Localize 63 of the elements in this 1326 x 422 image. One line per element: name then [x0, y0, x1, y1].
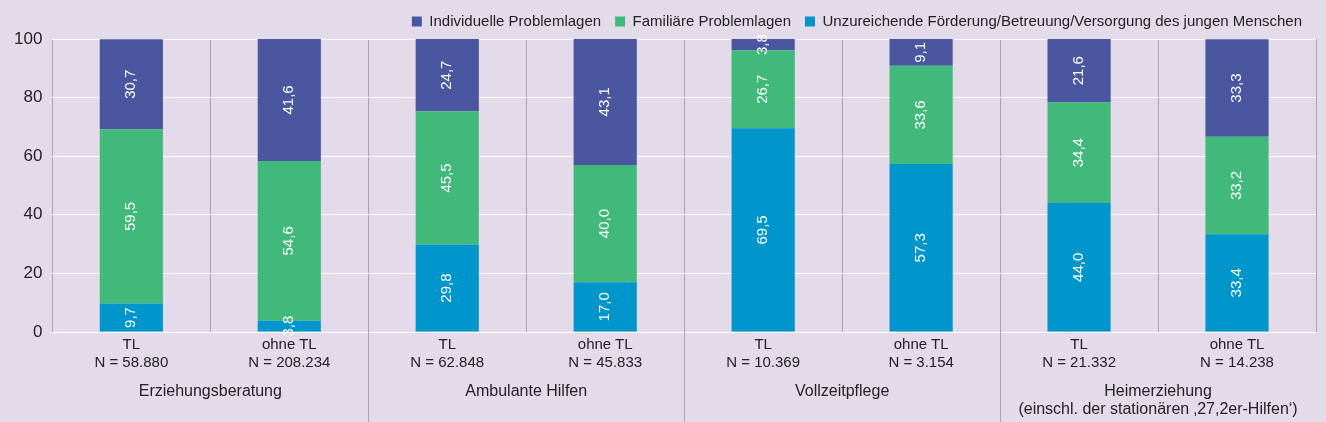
data-label: 43,1: [595, 87, 613, 117]
bar: [1205, 136, 1269, 235]
x-tick-label: TL N = 58.880: [94, 335, 169, 371]
text: Erziehungsberatung: [138, 382, 282, 400]
text: Heimerziehung (einschl. der stationären ‚27,2er-Hilfen‘): [1018, 382, 1298, 418]
data-label: 29,8: [437, 273, 455, 303]
bar: [1047, 203, 1111, 332]
y-tick-label: 40: [23, 204, 43, 224]
data-label: 24,7: [437, 60, 455, 90]
x-tick-label: ohne TL N = 14.238: [1200, 335, 1274, 371]
data-label: 54,6: [279, 226, 297, 256]
data-label: 59,5: [121, 201, 139, 232]
data-label: 17,0: [595, 292, 613, 322]
y-tick-label: 20: [23, 263, 43, 283]
bar: [889, 39, 953, 66]
data-label: 33,2: [1227, 170, 1245, 201]
x-tick-label: ohne TL N = 208.234: [248, 335, 331, 371]
bar: [99, 39, 163, 130]
bar: [889, 164, 953, 332]
bar: [415, 39, 479, 112]
x-tick-label: TL N = 10.369: [726, 335, 801, 371]
bar: [573, 164, 637, 283]
data-label: 21,6: [1069, 56, 1087, 86]
data-label: 33,4: [1227, 268, 1245, 298]
bar: [257, 39, 321, 161]
data-label: 26,7: [753, 74, 771, 104]
bar: [889, 65, 953, 165]
x-tick-label: ohne TL N = 45.833: [568, 335, 643, 371]
bar: [573, 39, 637, 165]
y-tick-label: 80: [23, 87, 43, 107]
legend-label: Individuelle Problemlagen: [429, 11, 602, 29]
bar: [731, 128, 795, 332]
x-tick-label: TL N = 62.848: [410, 335, 485, 371]
legend-label: Unzureichende Förderung/Betreuung/Versorgung des jungen Menschen: [822, 11, 1303, 29]
bar: [573, 282, 637, 332]
data-label: 30,7: [121, 69, 139, 99]
data-label: 41,6: [279, 85, 297, 115]
bar: [415, 111, 479, 245]
text: Ambulante Hilfen: [465, 382, 588, 400]
bar: [1047, 102, 1111, 204]
x-tick-label: TL N = 21.332: [1042, 335, 1116, 371]
data-label: 9,1: [911, 41, 929, 63]
y-tick-label: 100: [13, 28, 43, 48]
data-label: 57,3: [911, 233, 929, 263]
data-label: 33,3: [1227, 73, 1245, 103]
legend-label: Familiäre Problemlagen: [632, 11, 792, 29]
bar: [1047, 39, 1111, 103]
y-tick-label: 0: [32, 321, 43, 341]
data-label: 9,7: [121, 307, 139, 328]
bar: [99, 129, 163, 304]
bar: [415, 244, 479, 332]
bar: [99, 303, 163, 332]
data-label: 34,4: [1069, 138, 1087, 168]
x-tick-label: ohne TL N = 3.154: [888, 335, 954, 371]
y-tick-label: 60: [23, 145, 43, 165]
data-label: 40,0: [595, 208, 613, 239]
data-label: 33,6: [911, 100, 929, 130]
data-label: 45,5: [437, 163, 455, 193]
bar: [1205, 39, 1269, 137]
data-label: 44,0: [1069, 252, 1087, 282]
data-label: 69,5: [753, 215, 771, 245]
text: Vollzeitpflege: [794, 382, 890, 400]
bar: [1205, 234, 1269, 332]
